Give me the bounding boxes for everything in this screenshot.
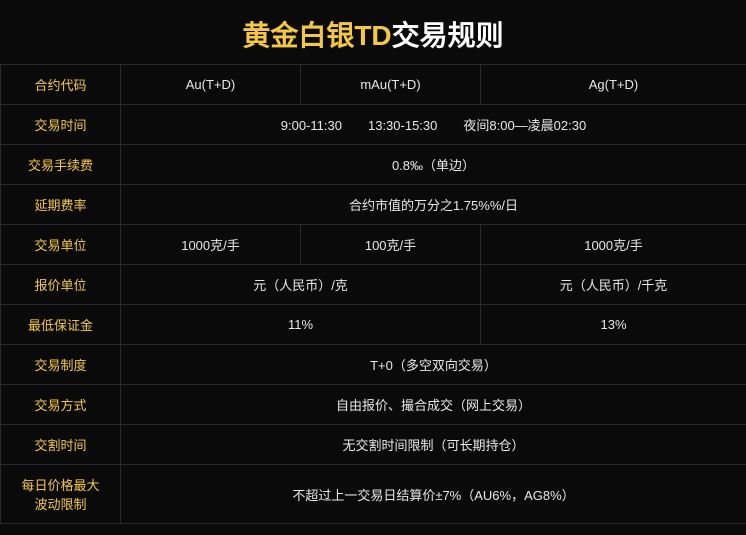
cell-c3: 13% <box>481 305 746 345</box>
title-normal: 交易规则 <box>392 20 504 51</box>
table-row: 报价单位元（人民币）/克元（人民币）/千克 <box>1 265 746 305</box>
cell-c3: 1000克/手 <box>481 225 746 265</box>
cell-span: 无交割时间限制（可长期持仓） <box>121 425 746 465</box>
cell-c1: Au(T+D) <box>121 65 301 105</box>
cell-c2: 100克/手 <box>301 225 481 265</box>
cell-c3: 元（人民币）/千克 <box>481 265 746 305</box>
row-label: 每日价格最大波动限制 <box>1 465 121 524</box>
cell-c12: 11% <box>121 305 481 345</box>
table-row: 交易单位1000克/手100克/手1000克/手 <box>1 225 746 265</box>
row-label: 最低保证金 <box>1 305 121 345</box>
table-row: 延期费率合约市值的万分之1.75%%/日 <box>1 185 746 225</box>
table-row: 交易方式自由报价、撮合成交（网上交易） <box>1 385 746 425</box>
row-label: 交易手续费 <box>1 145 121 185</box>
cell-span: T+0（多空双向交易） <box>121 345 746 385</box>
row-label: 合约代码 <box>1 65 121 105</box>
cell-span: 自由报价、撮合成交（网上交易） <box>121 385 746 425</box>
table-row: 交割时间无交割时间限制（可长期持仓） <box>1 425 746 465</box>
cell-span: 0.8‰（单边） <box>121 145 746 185</box>
row-label: 交易单位 <box>1 225 121 265</box>
cell-c3: Ag(T+D) <box>481 65 746 105</box>
cell-c1: 1000克/手 <box>121 225 301 265</box>
row-label: 交易时间 <box>1 105 121 145</box>
table-row: 每日价格最大波动限制不超过上一交易日结算价±7%（AU6%，AG8%） <box>1 465 746 524</box>
table-row: 交易手续费0.8‰（单边） <box>1 145 746 185</box>
row-label: 交易制度 <box>1 345 121 385</box>
page-root: 黄金白银TD交易规则 合约代码Au(T+D)mAu(T+D)Ag(T+D)交易时… <box>0 0 746 535</box>
row-label: 交易方式 <box>1 385 121 425</box>
title-accent: 黄金白银TD <box>242 20 391 51</box>
cell-c12: 元（人民币）/克 <box>121 265 481 305</box>
cell-c2: mAu(T+D) <box>301 65 481 105</box>
row-label: 报价单位 <box>1 265 121 305</box>
cell-span: 9:00-11:30 13:30-15:30 夜间8:00—凌晨02:30 <box>121 105 746 145</box>
cell-span: 合约市值的万分之1.75%%/日 <box>121 185 746 225</box>
table-row: 合约代码Au(T+D)mAu(T+D)Ag(T+D) <box>1 65 746 105</box>
row-label: 交割时间 <box>1 425 121 465</box>
table-row: 最低保证金11%13% <box>1 305 746 345</box>
cell-span: 不超过上一交易日结算价±7%（AU6%，AG8%） <box>121 465 746 524</box>
row-label: 延期费率 <box>1 185 121 225</box>
table-row: 交易时间9:00-11:30 13:30-15:30 夜间8:00—凌晨02:3… <box>1 105 746 145</box>
rules-table: 合约代码Au(T+D)mAu(T+D)Ag(T+D)交易时间9:00-11:30… <box>0 64 746 524</box>
page-title: 黄金白银TD交易规则 <box>0 0 746 64</box>
table-row: 交易制度T+0（多空双向交易） <box>1 345 746 385</box>
